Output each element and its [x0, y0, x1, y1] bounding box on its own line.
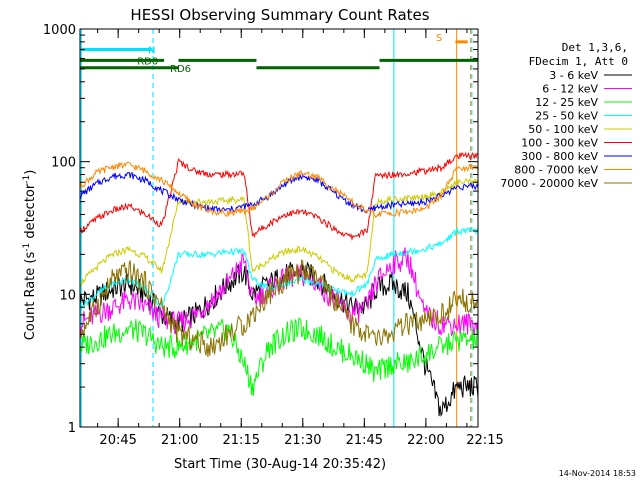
series-line-9 — [79, 259, 479, 358]
y-tick-label-10: 10 — [59, 288, 76, 303]
series-line-3 — [79, 316, 479, 397]
legend-label-1: 3 - 6 keV — [549, 69, 598, 82]
x-tick-label-2215: 22:15 — [466, 433, 503, 448]
x-tick-label-2200: 22:00 — [407, 433, 444, 448]
y-axis-label-sup2: -1 — [22, 175, 32, 184]
plot-background — [80, 29, 478, 427]
legend-header-line-1: Det 1,3,6, — [562, 41, 628, 54]
legend-label-2: 6 - 12 keV — [542, 83, 598, 96]
x-tick-label-2100: 21:00 — [161, 433, 198, 448]
axes: 1 10 100 1000 20:45 21:00 21:15 21:30 21:45 22:00… — [43, 23, 504, 448]
series-lines — [79, 151, 479, 418]
legend-label-9: 7000 - 20000 keV — [500, 177, 598, 190]
legend-label-7: 300 - 800 keV — [521, 150, 598, 163]
y-axis-label: Count Rate (s-1 detector-1) — [22, 170, 38, 341]
legend-label-8: 800 - 7000 keV — [514, 164, 598, 177]
y-tick-label-1: 1 — [68, 421, 76, 436]
x-axis-label: Start Time (30-Aug-14 20:35:42) — [174, 457, 386, 472]
y-axis-label-sup1: -1 — [22, 243, 32, 252]
date-stamp: 14-Nov-2014 18:53 — [559, 469, 636, 478]
plot-area — [80, 29, 478, 427]
flag-label-rd6: RD6 — [170, 64, 191, 75]
x-tick-label-2145: 21:45 — [346, 433, 383, 448]
legend-label-5: 50 - 100 keV — [528, 123, 598, 136]
svg-text:Count Rate (s-1 detector-1): Count Rate (s-1 detector-1) — [22, 170, 38, 341]
legend-label-4: 25 - 50 keV — [535, 110, 598, 123]
legend-label-3: 12 - 25 keV — [535, 96, 598, 109]
series-line-6 — [79, 151, 479, 241]
legend-header-line-2: FDecim 1, Att 0 — [529, 55, 628, 68]
y-axis-label-main: Count Rate (s — [23, 252, 38, 341]
y-axis-label-end: ) — [23, 170, 38, 175]
x-tick-label-2130: 21:30 — [284, 433, 321, 448]
y-tick-label-100: 100 — [51, 156, 76, 171]
flag-label-n: N — [148, 46, 155, 57]
chart-title: HESSI Observing Summary Count Rates — [130, 6, 429, 24]
flag-label-rd0: RD0 — [137, 56, 158, 67]
series-line-5 — [79, 178, 479, 288]
series-line-8 — [79, 161, 479, 219]
legend-label-6: 100 - 300 keV — [521, 137, 598, 150]
y-tick-label-1000: 1000 — [43, 23, 76, 38]
y-axis-label-mid: detector — [23, 183, 38, 243]
plot-frame — [79, 28, 479, 428]
x-tick-label-2115: 21:15 — [223, 433, 260, 448]
x-tick-label-2045: 20:45 — [99, 433, 136, 448]
flag-label-s: S — [436, 33, 442, 44]
